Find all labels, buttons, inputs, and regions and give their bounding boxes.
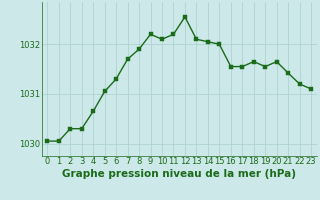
X-axis label: Graphe pression niveau de la mer (hPa): Graphe pression niveau de la mer (hPa)	[62, 169, 296, 179]
